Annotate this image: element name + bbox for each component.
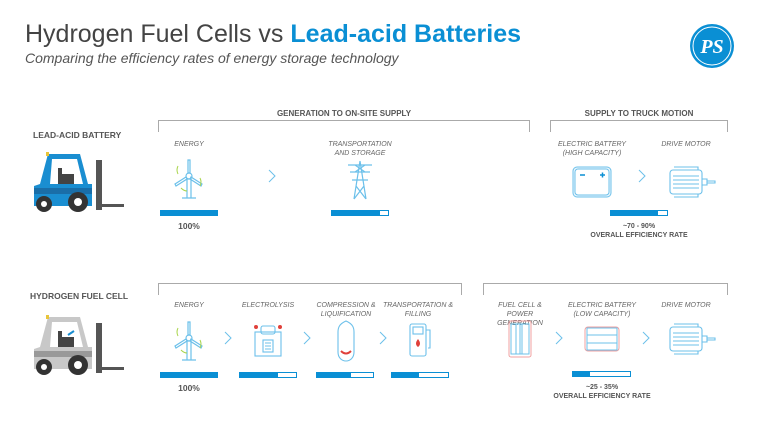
overall-label: OVERALL EFFICIENCY RATE [590,232,688,239]
wind-turbine-icon [172,320,206,364]
overall-range: ~70 - 90% [622,223,656,230]
electrolyser-icon [252,322,284,358]
bracket-truck-motion [550,120,728,132]
wind-turbine-icon [172,158,206,202]
power-pylon-icon [346,160,374,200]
hydrogen-label: HYDROGEN FUEL CELL [30,291,129,301]
step-label: ENERGY [174,302,204,309]
arrow-icon [224,331,232,345]
bracket-generation [158,283,462,295]
title-plain: Hydrogen Fuel Cells vs [25,20,291,48]
arrow-icon [642,331,650,345]
efficiency-bar-fill [317,373,352,377]
lead-acid-label: LEAD-ACID BATTERY [33,130,122,140]
step-label: COMPRESSION & LIQUIFICATION [316,302,376,318]
motor-icon [667,166,717,198]
arrow-icon [303,331,311,345]
efficiency-bar-fill [332,211,380,215]
efficiency-bar [239,372,297,378]
efficiency-bar [316,372,374,378]
fuel-cell-icon [508,320,532,358]
battery-icon [572,166,612,198]
overall-efficiency-bar [572,371,631,377]
step-label: ELECTROLYSIS [241,302,295,309]
arrow-icon [268,169,276,183]
efficiency-bar-fill [392,373,419,377]
page-subtitle: Comparing the efficiency rates of energy… [25,50,399,66]
motor-icon [667,323,717,355]
page-title: Hydrogen Fuel Cells vs Lead-acid Batteri… [25,20,521,49]
tank-icon [336,320,356,362]
title-highlight: Lead-acid Batteries [290,20,522,48]
efficiency-bar-fill [240,373,279,377]
step-label: DRIVE MOTOR [661,302,711,309]
bracket-truck-motion [483,283,728,295]
efficiency-bar-fill [161,211,217,215]
arrow-icon [638,169,646,183]
battery-icon [584,326,620,352]
step-label: ENERGY [174,141,204,148]
efficiency-bar-fill [161,373,217,377]
ps-logo: PS [689,22,737,70]
step-label: DRIVE MOTOR [661,141,711,148]
arrow-icon [555,331,563,345]
efficiency-bar [160,210,218,216]
bracket-generation [158,120,530,132]
forklift-grey-icon [30,313,126,377]
overall-range: ~25 - 35% [585,384,619,391]
efficiency-bar [160,372,218,378]
step-label: TRANSPORTATION AND STORAGE [328,141,392,157]
step-label: ELECTRIC BATTERY (HIGH CAPACITY) [557,141,627,157]
forklift-blue-icon [30,150,126,214]
section-truck-motion: SUPPLY TO TRUCK MOTION [584,109,694,118]
energy-percent: 100% [178,221,200,231]
efficiency-bar [391,372,449,378]
energy-percent: 100% [178,383,200,393]
arrow-icon [379,331,387,345]
step-label: ELECTRIC BATTERY (LOW CAPACITY) [567,302,637,318]
section-generation: GENERATION TO ON-SITE SUPPLY [276,109,412,118]
fuel-pump-icon [408,322,434,358]
step-label: TRANSPORTATION & FILLING [383,302,454,318]
efficiency-bar-fill [573,372,590,376]
svg-text:PS: PS [699,36,723,58]
overall-efficiency-bar [610,210,668,216]
overall-label: OVERALL EFFICIENCY RATE [553,393,651,400]
efficiency-bar [331,210,389,216]
efficiency-bar-fill [611,211,659,215]
